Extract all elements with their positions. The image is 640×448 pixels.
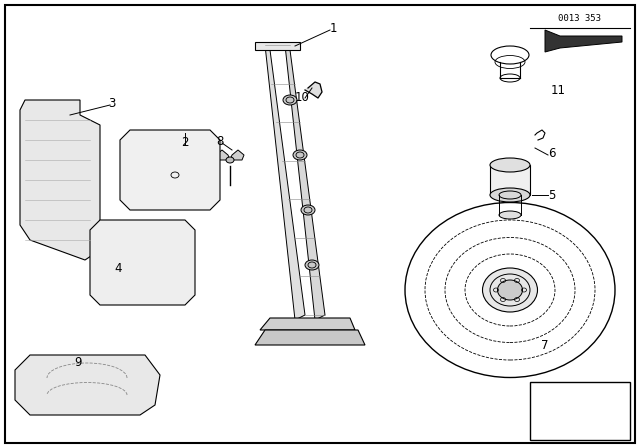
- Text: 8: 8: [216, 134, 224, 147]
- Ellipse shape: [283, 95, 297, 105]
- Text: 6: 6: [548, 146, 556, 159]
- Text: 1: 1: [329, 22, 337, 34]
- Polygon shape: [120, 130, 220, 210]
- Text: 10: 10: [294, 90, 309, 103]
- Text: 0013 353: 0013 353: [559, 13, 602, 22]
- Text: 9: 9: [74, 356, 82, 369]
- Ellipse shape: [301, 205, 315, 215]
- Polygon shape: [20, 100, 100, 260]
- Text: 3: 3: [108, 96, 116, 109]
- Bar: [530, 382, 630, 440]
- Ellipse shape: [497, 280, 522, 300]
- Polygon shape: [285, 45, 325, 320]
- Polygon shape: [265, 45, 305, 320]
- Text: 7: 7: [541, 339, 548, 352]
- Text: 4: 4: [115, 262, 122, 275]
- Polygon shape: [305, 82, 322, 98]
- Ellipse shape: [483, 268, 538, 312]
- Text: 5: 5: [548, 189, 556, 202]
- Polygon shape: [545, 30, 622, 52]
- Ellipse shape: [499, 211, 521, 219]
- Ellipse shape: [226, 157, 234, 163]
- Polygon shape: [216, 150, 244, 160]
- Ellipse shape: [293, 150, 307, 160]
- Polygon shape: [490, 165, 530, 195]
- Polygon shape: [260, 318, 355, 330]
- Text: 11: 11: [550, 83, 566, 96]
- Polygon shape: [255, 330, 365, 345]
- Ellipse shape: [305, 260, 319, 270]
- Ellipse shape: [490, 188, 530, 202]
- Polygon shape: [15, 355, 160, 415]
- Polygon shape: [255, 42, 300, 50]
- Polygon shape: [90, 220, 195, 305]
- Ellipse shape: [490, 158, 530, 172]
- Text: 2: 2: [181, 135, 189, 148]
